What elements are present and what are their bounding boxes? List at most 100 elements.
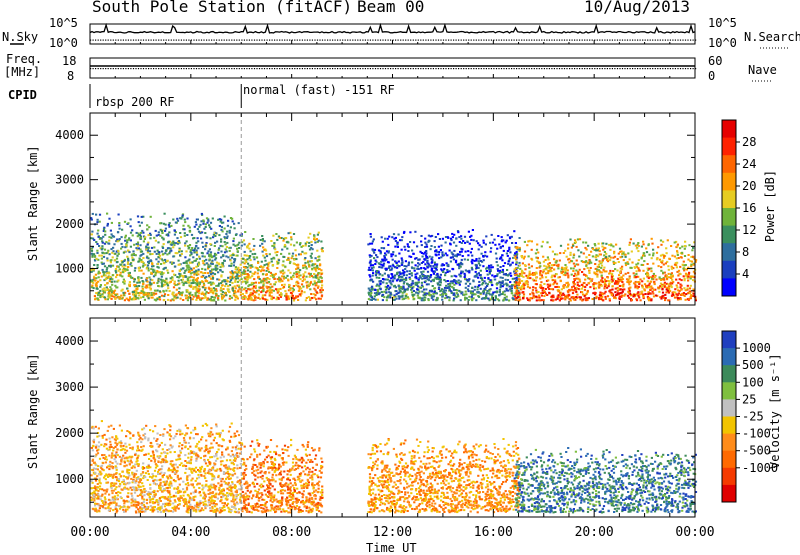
echo-pixel [287, 269, 290, 272]
echo-pixel [485, 235, 488, 238]
echo-pixel [491, 241, 494, 244]
echo-pixel [379, 280, 382, 282]
echo-pixel [662, 296, 665, 299]
echo-pixel [518, 248, 521, 251]
echo-pixel [120, 459, 123, 462]
echo-pixel [429, 274, 433, 276]
echo-pixel [374, 274, 377, 277]
echo-pixel [529, 277, 532, 280]
echo-pixel [371, 269, 374, 272]
echo-pixel [193, 259, 196, 262]
echo-pixel [320, 269, 323, 272]
echo-pixel [503, 290, 506, 293]
echo-pixel [438, 238, 441, 240]
echo-pixel [93, 275, 96, 278]
echo-pixel [185, 486, 189, 489]
echo-pixel [152, 495, 155, 498]
echo-pixel [320, 273, 323, 275]
echo-pixel [455, 244, 458, 247]
echo-pixel [575, 290, 578, 293]
echo-pixel [498, 290, 501, 293]
echo-pixel [691, 249, 694, 252]
echo-pixel [217, 263, 220, 266]
echo-pixel [196, 280, 199, 283]
echo-pixel [600, 284, 603, 287]
echo-pixel [276, 291, 279, 294]
echo-pixel [90, 492, 93, 495]
echo-pixel [457, 253, 460, 256]
echo-pixel [420, 240, 423, 243]
echo-pixel [209, 270, 212, 273]
echo-pixel [111, 291, 114, 294]
echo-pixel [123, 460, 126, 463]
echo-pixel [161, 232, 164, 234]
echo-pixel [496, 274, 499, 277]
echo-pixel [646, 274, 649, 277]
echo-pixel [156, 289, 159, 292]
echo-pixel [378, 276, 381, 279]
echo-pixel [461, 248, 464, 251]
echo-pixel [245, 289, 248, 292]
echo-pixel [225, 255, 228, 258]
echo-pixel [371, 285, 374, 288]
echo-pixel [209, 298, 212, 300]
echo-pixel [584, 286, 587, 288]
echo-pixel [685, 293, 688, 296]
echo-pixel [437, 253, 440, 256]
echo-pixel [427, 234, 430, 237]
echo-pixel [116, 280, 119, 283]
echo-pixel [167, 294, 170, 296]
echo-pixel [489, 279, 492, 282]
echo-pixel [395, 290, 398, 293]
echo-pixel [403, 290, 407, 293]
echo-pixel [228, 246, 231, 249]
echo-pixel [242, 280, 245, 283]
echo-pixel [426, 266, 429, 269]
echo-pixel [484, 243, 487, 246]
echo-pixel [418, 263, 421, 266]
echo-pixel [120, 247, 123, 250]
echo-pixel [210, 262, 213, 265]
echo-pixel [643, 283, 647, 286]
echo-pixel [506, 234, 509, 237]
echo-pixel [113, 243, 116, 246]
echo-pixel [431, 269, 434, 272]
echo-pixel [249, 250, 252, 253]
echo-pixel [491, 284, 494, 287]
echo-pixel [514, 270, 517, 273]
echo-pixel [545, 268, 548, 271]
echo-pixel [156, 510, 160, 513]
echo-pixel [317, 239, 320, 242]
echo-pixel [524, 264, 527, 267]
echo-pixel [420, 281, 423, 284]
echo-pixel [156, 490, 159, 493]
echo-pixel [404, 268, 407, 270]
echo-pixel [488, 272, 491, 275]
echo-pixel [481, 260, 484, 263]
echo-pixel [103, 287, 106, 290]
echo-pixel [547, 258, 550, 261]
echo-pixel [94, 279, 97, 282]
echo-pixel [139, 231, 143, 234]
echo-pixel [664, 275, 667, 278]
echo-pixel [260, 291, 263, 294]
echo-pixel [243, 250, 246, 253]
echo-pixel [149, 429, 152, 432]
echo-pixel [600, 261, 604, 264]
echo-pixel [188, 266, 191, 269]
echo-pixel [652, 278, 655, 281]
echo-pixel [397, 292, 400, 295]
echo-pixel [295, 241, 298, 244]
echo-pixel [663, 285, 666, 288]
echo-pixel [219, 282, 223, 285]
echo-pixel [311, 248, 314, 251]
echo-pixel [477, 260, 480, 263]
echo-pixel [162, 262, 165, 264]
echo-pixel [606, 259, 609, 261]
echo-pixel [211, 507, 214, 510]
echo-pixel [516, 247, 519, 250]
echo-pixel [96, 249, 99, 252]
echo-pixel [593, 291, 596, 294]
echo-pixel [198, 288, 201, 291]
echo-pixel [616, 292, 620, 295]
